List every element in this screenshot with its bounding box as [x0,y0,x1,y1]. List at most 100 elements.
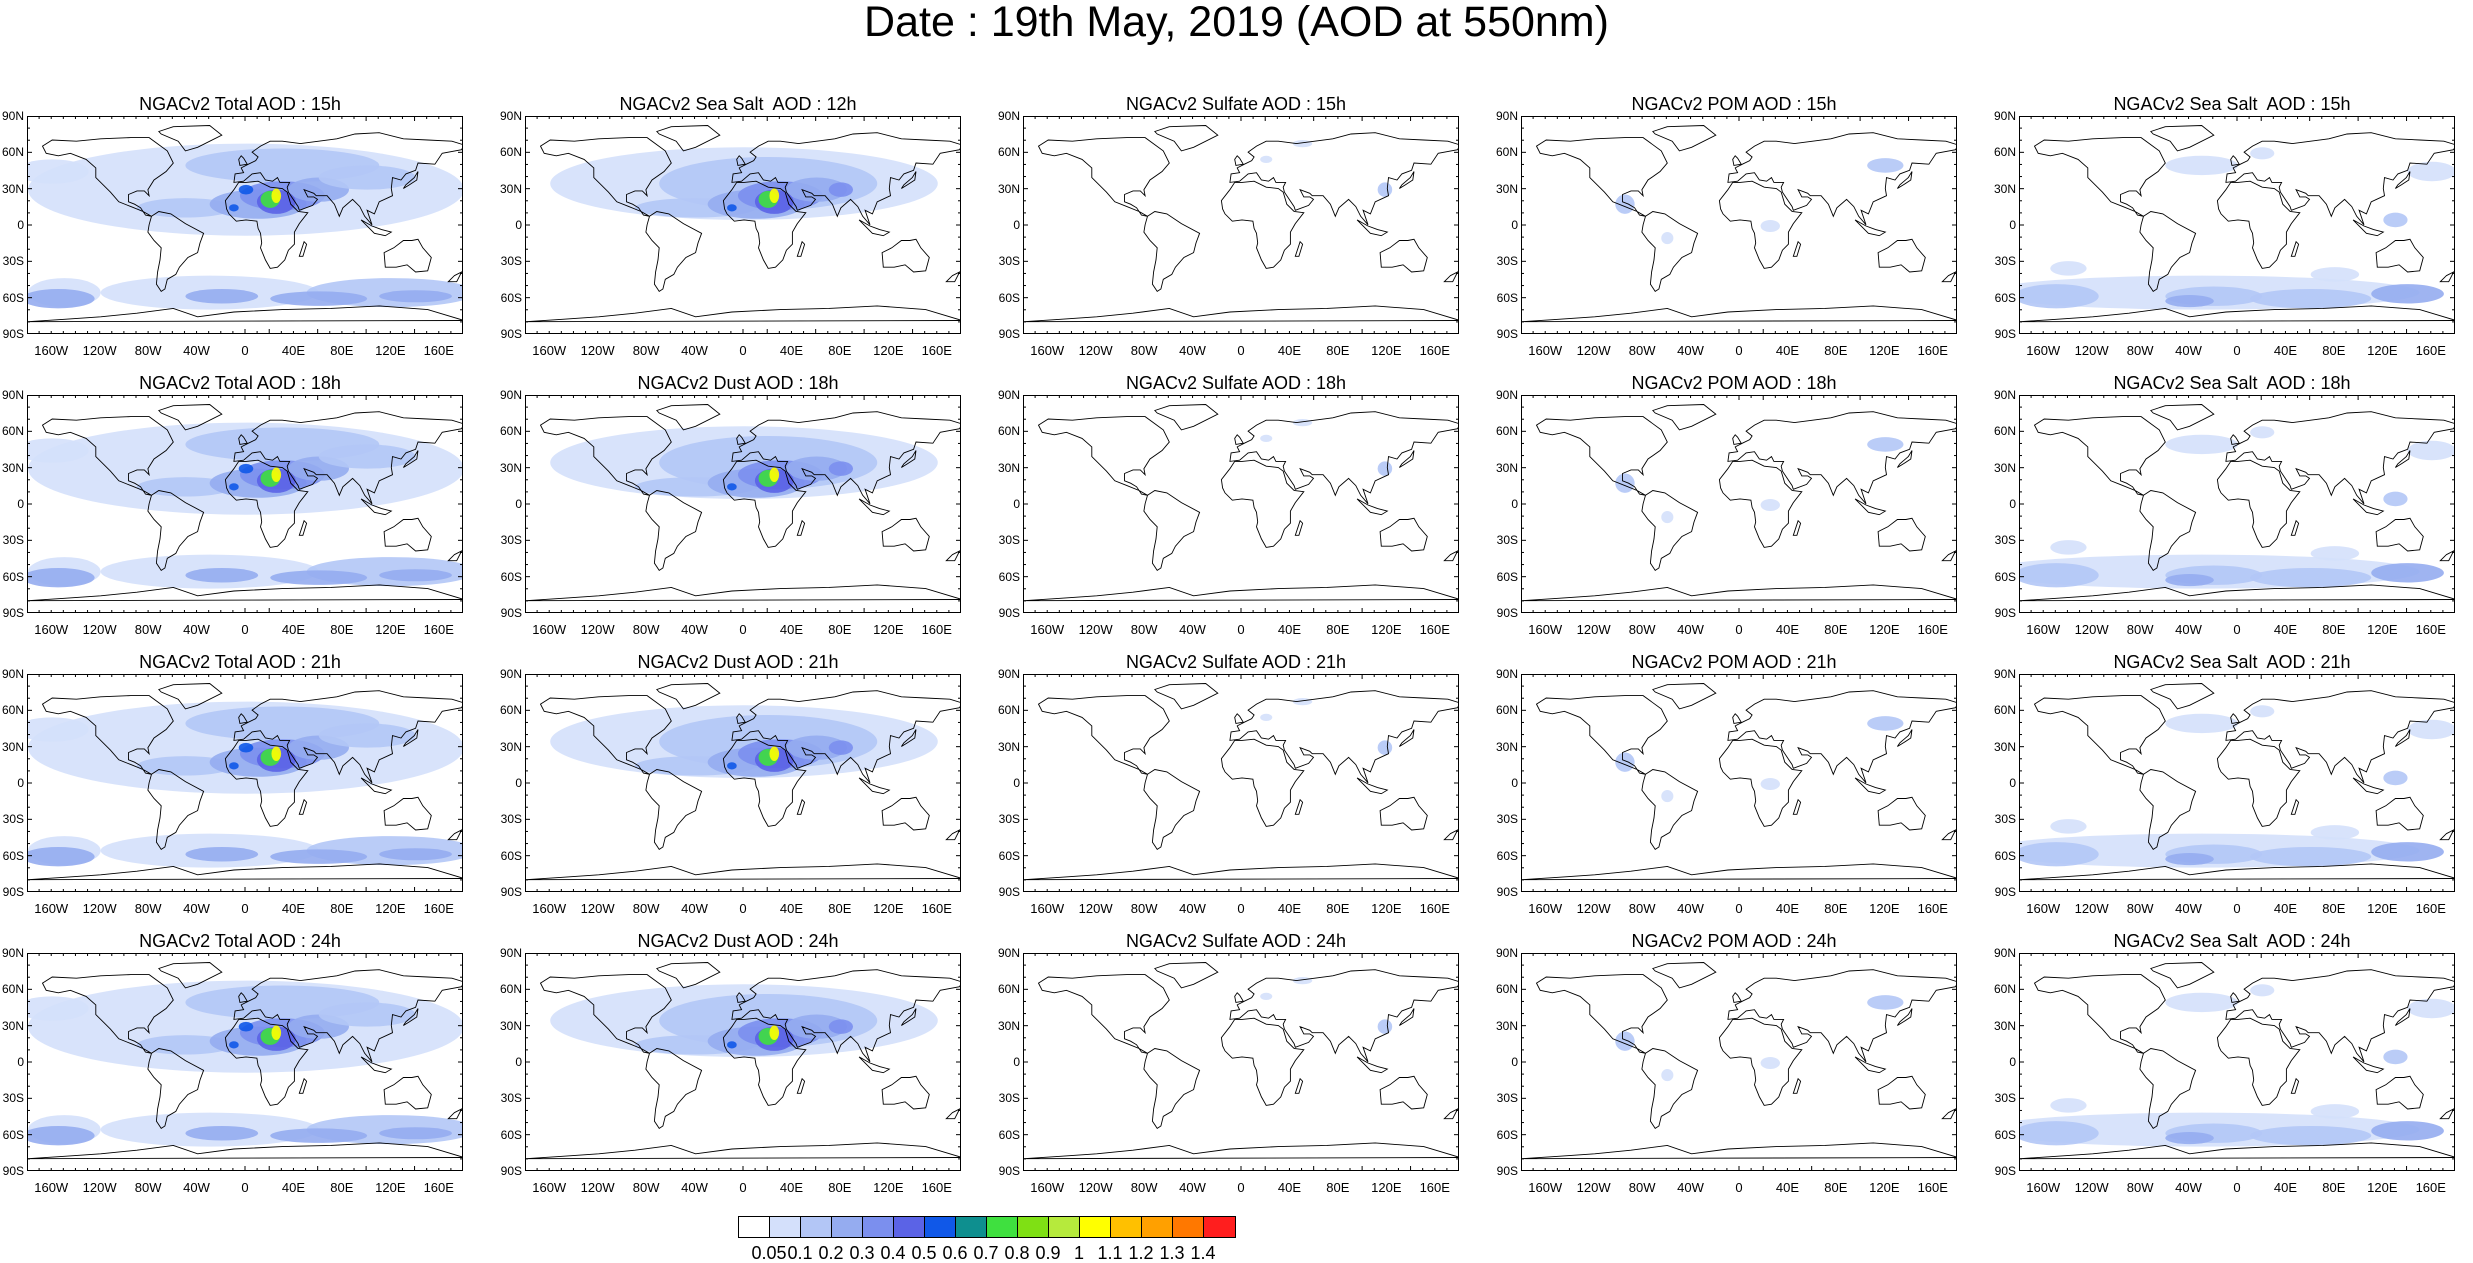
panel-title: NGACv2 Sulfate AOD : 24h [1125,931,1347,951]
longitude-label: 40W [1179,1180,1206,1195]
latitude-label: 60S [1496,848,1518,863]
longitude-label: 80W [134,622,162,637]
world-map [1023,674,1459,892]
longitude-label: 80E [1326,901,1350,916]
latitude-label: 90S [500,1164,522,1178]
longitude-label: 160W [1030,1180,1065,1195]
longitude-label: 40E [1277,343,1302,358]
longitude-label: 80E [828,622,852,637]
latitude-label: 0 [2009,776,2016,790]
longitude-label: 80W [1130,901,1158,916]
longitude-label: 160W [1528,622,1563,637]
longitude-label: 40E [2273,901,2298,916]
longitude-label: 120W [1078,343,1113,358]
longitude-label: 0 [739,622,747,637]
longitude-label: 120E [1869,343,1900,358]
latitude-label: 60N [997,145,1020,160]
longitude-label: 40W [183,343,210,358]
panel-title: NGACv2 Sea Salt AOD : 15h [2113,94,2351,114]
longitude-label: 40E [779,1180,804,1195]
latitude-label: 0 [1013,218,1020,232]
latitude-label: 0 [515,497,522,511]
longitude-label: 120E [1869,622,1900,637]
panel-title: NGACv2 Sea Salt AOD : 18h [2113,373,2351,393]
longitude-label: 120E [2367,1180,2398,1195]
world-map [2019,674,2455,892]
latitude-label: 30S [998,254,1020,269]
latitude-label: 30S [1994,1091,2016,1106]
latitude-label: 60S [998,290,1020,305]
colorbar-tick-label: 1.4 [1190,1243,1216,1263]
latitude-label: 30N [997,739,1020,754]
colorbar-swatch [1080,1217,1111,1237]
colorbar-swatch [987,1217,1018,1237]
longitude-label: 80E [1824,1180,1848,1195]
map-panel: NGACv2 Sulfate AOD : 24h 90N 60N 30N 0 30S 60S… [996,927,1476,1199]
longitude-label: 160E [2415,343,2446,358]
longitude-label: 80E [330,1180,354,1195]
longitude-label: 40E [281,901,306,916]
longitude-label: 160W [1030,343,1065,358]
longitude-label: 40W [2175,622,2202,637]
longitude-label: 160E [2415,1180,2446,1195]
longitude-label: 120E [1371,622,1402,637]
longitude-label: 160W [532,901,567,916]
longitude-label: 120W [82,901,117,916]
latitude-label: 30S [1496,1091,1518,1106]
colorbar-swatch [956,1217,987,1237]
colorbar-swatch [1173,1217,1204,1237]
latitude-label: 60N [997,424,1020,439]
longitude-label: 80W [134,343,162,358]
longitude-label: 160E [1917,622,1948,637]
longitude-label: 160W [2026,1180,2061,1195]
longitude-label: 120W [1078,1180,1113,1195]
latitude-label: 30S [2,1091,24,1106]
colorbar-swatch [1204,1217,1235,1237]
latitude-label: 0 [1511,776,1518,790]
map-panel: NGACv2 Sea Salt AOD : 21h 90N 60N 30N 0 30S 60… [1992,648,2472,920]
longitude-label: 160W [2026,343,2061,358]
longitude-label: 80E [2322,343,2346,358]
longitude-label: 80W [1628,1180,1656,1195]
colorbar-swatch [1142,1217,1173,1237]
map-panel: NGACv2 POM AOD : 15h 90N 60N 30N 0 30S 60S 90S 1… [1494,90,1974,362]
longitude-label: 120E [2367,622,2398,637]
longitude-label: 160W [34,1180,69,1195]
longitude-label: 120W [2074,1180,2109,1195]
latitude-label: 90S [500,327,522,341]
latitude-label: 30S [2,533,24,548]
longitude-label: 40E [281,343,306,358]
longitude-label: 0 [2233,622,2241,637]
latitude-label: 60S [1994,848,2016,863]
longitude-label: 40E [779,343,804,358]
world-map [27,953,463,1171]
longitude-label: 40W [681,622,708,637]
longitude-label: 40E [1775,901,1800,916]
longitude-label: 80W [2126,343,2154,358]
latitude-label: 0 [1511,1055,1518,1069]
latitude-label: 90N [499,109,522,123]
map-panel: NGACv2 Dust AOD : 18h 90N 60N 30N 0 30S 60S 90S… [498,369,978,641]
world-map [525,395,961,613]
map-panel: NGACv2 Sea Salt AOD : 24h 90N 60N 30N 0 30S 60… [1992,927,2472,1199]
longitude-label: 80E [330,901,354,916]
latitude-label: 90N [997,667,1020,681]
map-panel: NGACv2 Total AOD : 24h 90N 60N 30N 0 30S 60S 90… [0,927,480,1199]
latitude-label: 90N [1,946,24,960]
latitude-label: 60N [1,145,24,160]
longitude-label: 40E [1775,343,1800,358]
longitude-label: 40E [2273,343,2298,358]
panel-title: NGACv2 Dust AOD : 21h [637,652,839,672]
latitude-label: 0 [1511,218,1518,232]
longitude-label: 0 [241,343,249,358]
longitude-label: 0 [1735,901,1743,916]
panel-title: NGACv2 Total AOD : 24h [139,931,341,951]
latitude-label: 60S [1994,1127,2016,1142]
latitude-label: 90S [2,885,24,899]
latitude-label: 30N [1495,739,1518,754]
latitude-label: 60S [998,569,1020,584]
world-map [1023,116,1459,334]
longitude-label: 120W [82,1180,117,1195]
longitude-label: 120W [1078,622,1113,637]
longitude-label: 160E [1419,622,1450,637]
